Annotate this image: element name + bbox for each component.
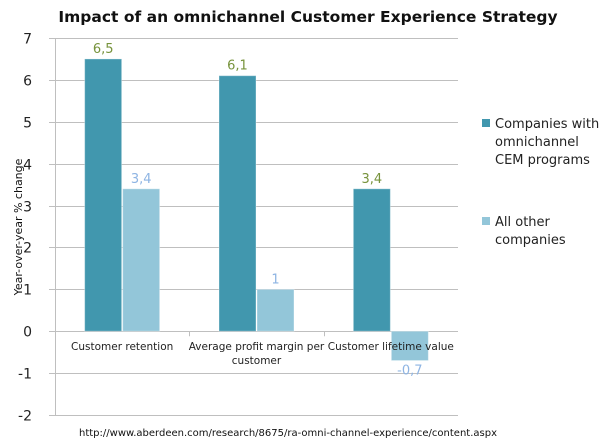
category-label: customer [232,355,282,367]
legend-label: companies [495,233,566,248]
y-tick-label: 0 [23,325,32,341]
y-tick-label: 6 [23,74,32,90]
data-label: 6,5 [93,42,114,57]
legend-swatch [482,217,490,225]
chart-title: Impact of an omnichannel Customer Experi… [58,8,557,26]
y-tick-label: -1 [18,367,32,383]
data-label: 3,4 [361,172,382,187]
bar-other-2 [390,330,429,362]
y-tick-label: 2 [23,241,32,257]
source-url: http://www.aberdeen.com/research/8675/ra… [79,428,497,439]
category-label: Customer retention [71,341,173,353]
bar-other-0 [122,188,161,332]
category-label: Average profit margin per [189,341,325,353]
legend: Companies with omnichannel CEM programs All… [482,117,599,248]
legend-label: All other [495,215,551,230]
data-label: 6,1 [227,59,248,74]
bars [84,58,429,362]
y-tick-label: 5 [23,116,32,132]
data-labels: 6,5 6,1 3,4 3,4 1 -0,7 [93,42,423,379]
y-tick-label: -2 [18,409,32,425]
y-tick-label: 1 [23,283,32,299]
bar-omnichannel-1 [218,75,257,332]
category-labels: Customer retention Average profit margin … [71,341,454,367]
bar-omnichannel-0 [84,58,123,332]
y-tick-label: 3 [23,200,32,216]
bar-other-1 [256,288,295,332]
data-label: 3,4 [131,172,152,187]
category-label: Customer lifetime value [328,341,454,353]
y-tick-label: 7 [23,32,32,48]
legend-label: Companies with [495,117,599,132]
y-axis-ticks: 7 6 5 4 3 2 1 0 -1 -2 [18,32,32,425]
data-label: 1 [271,272,279,287]
legend-label: CEM programs [495,153,590,168]
bar-omnichannel-2 [352,188,391,332]
legend-swatch [482,119,490,127]
data-label: -0,7 [397,364,422,379]
y-tick-label: 4 [23,158,32,174]
y-axis-label: Year-over-year % change [12,158,25,296]
legend-label: omnichannel [495,135,579,150]
